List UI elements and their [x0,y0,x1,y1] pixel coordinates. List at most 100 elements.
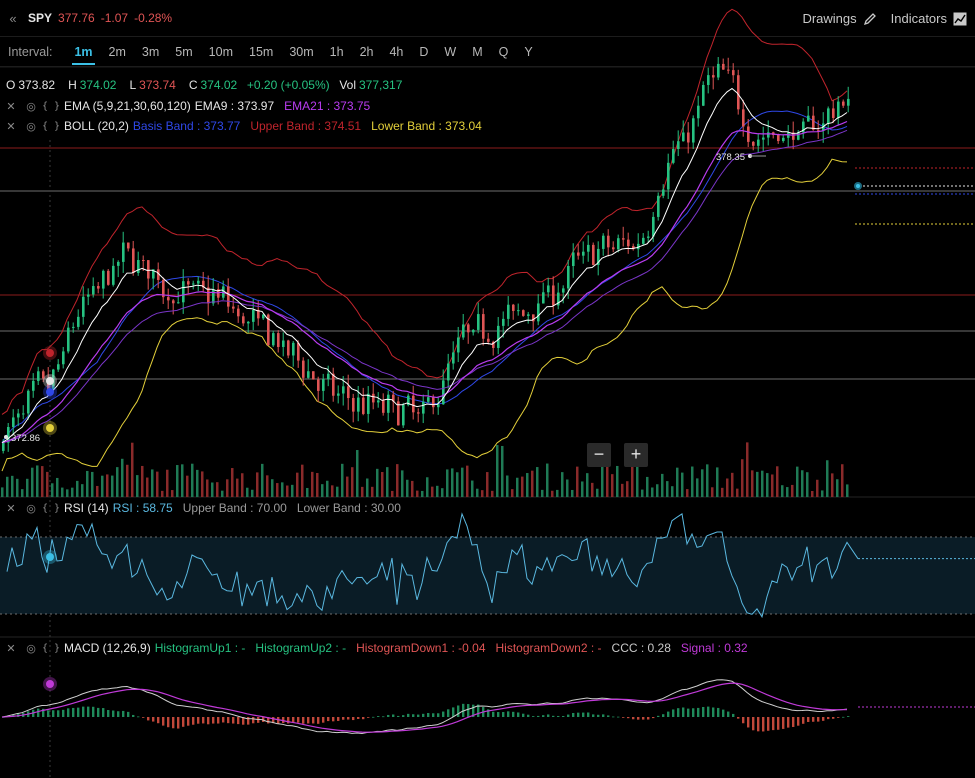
macd-histogram-bar [822,717,825,721]
candle-body [737,75,740,110]
interval-10m[interactable]: 10m [208,44,233,59]
volume-bar [316,473,319,497]
ema-name: EMA (5,9,21,30,60,120) [64,99,191,113]
volume-bar [756,471,759,497]
volume-bar [66,489,69,497]
candle-body [842,101,845,106]
volume-bar [196,469,199,497]
candle-body [487,338,490,342]
code-icon[interactable]: { } [41,502,61,514]
candle-body [567,265,570,289]
volume-bar [241,473,244,497]
volume-bar [591,482,594,497]
interval-q[interactable]: Q [498,44,509,59]
interval-15m[interactable]: 15m [249,44,274,59]
volume-bar [216,482,219,497]
macd-histogram-bar [132,714,135,717]
candle-body [32,380,35,391]
candle-body [767,132,770,138]
volume-bar [751,470,754,497]
close-icon[interactable]: ✕ [6,120,16,133]
interval-m[interactable]: M [472,44,483,59]
macd-histogram-bar [357,717,360,719]
code-icon[interactable]: { } [41,120,61,132]
candle-body [197,280,200,284]
interval-5m[interactable]: 5m [175,44,193,59]
volume-bar [176,465,179,497]
candle-body [792,132,795,140]
candle-body [182,281,185,303]
close-icon[interactable]: ✕ [6,642,16,655]
volume-bar [771,474,774,497]
drawings-button[interactable]: Drawings [802,11,876,26]
volume-bar [516,477,519,497]
settings-icon[interactable]: ◎ [26,502,36,515]
macd-histogram-bar [42,708,45,717]
volume-bar [831,473,834,497]
interval-1h[interactable]: 1h [329,44,344,59]
rsi-lower-band: Lower Band : 30.00 [296,501,401,515]
settings-icon[interactable]: ◎ [26,120,36,133]
candle-body [122,242,125,262]
settings-icon[interactable]: ◎ [26,100,36,113]
macd-histogram-bar [602,714,605,717]
candle-body [417,412,420,414]
volume-bar [636,464,639,497]
interval-3m[interactable]: 3m [141,44,160,59]
zoom-out-button[interactable]: − [587,443,611,467]
candle-body [147,260,150,279]
interval-w[interactable]: W [444,44,457,59]
volume-bar [26,478,29,497]
volume-bar [846,484,849,497]
interval-4h[interactable]: 4h [389,44,404,59]
volume-bar [431,486,434,497]
candle-body [342,386,345,394]
volume-bar [661,473,664,497]
candle-body [252,309,255,322]
zoom-in-button[interactable]: + [624,443,648,467]
candle-body [62,351,65,365]
volume-bar [491,490,494,497]
volume-bar [396,464,399,497]
close-icon[interactable]: ✕ [6,502,16,515]
candle-body [12,417,15,428]
volume-bar [321,484,324,497]
interval-d[interactable]: D [419,44,429,59]
close-icon[interactable]: ✕ [6,100,16,113]
interval-2h[interactable]: 2h [359,44,374,59]
code-icon[interactable]: { } [41,642,61,654]
macd-histogram-bar [562,715,565,717]
candle-body [297,342,300,361]
interval-2m[interactable]: 2m [108,44,126,59]
macd-histogram-bar [312,717,315,724]
volume-bar [391,490,394,497]
collapse-icon[interactable]: « [9,10,17,26]
candle-body [367,393,370,414]
interval-y[interactable]: Y [524,44,533,59]
volume-bar [481,490,484,497]
settings-icon[interactable]: ◎ [26,642,36,655]
candle-body [127,242,130,249]
marker-dots [43,346,57,691]
volume-bar [166,469,169,497]
candle-body [442,380,445,405]
candle-body [712,75,715,78]
candle-body [662,189,665,196]
volume-value: 377,317 [359,78,403,92]
symbol-label[interactable]: SPY [28,11,53,25]
candle-body [322,379,325,391]
macd-histogram-bar [52,710,55,717]
ema-lines [1,87,848,444]
macd-histogram-bar [542,715,545,717]
candle-body [777,134,780,142]
interval-1m[interactable]: 1m [66,37,100,67]
code-icon[interactable]: { } [41,100,61,112]
volume-bar [221,490,224,497]
macd-histogram-bar [807,717,810,722]
volume-bar [501,445,504,497]
volume-bar [546,463,549,497]
indicators-button[interactable]: Indicators [891,11,967,26]
interval-30m[interactable]: 30m [289,44,314,59]
volume-bar [561,472,564,497]
